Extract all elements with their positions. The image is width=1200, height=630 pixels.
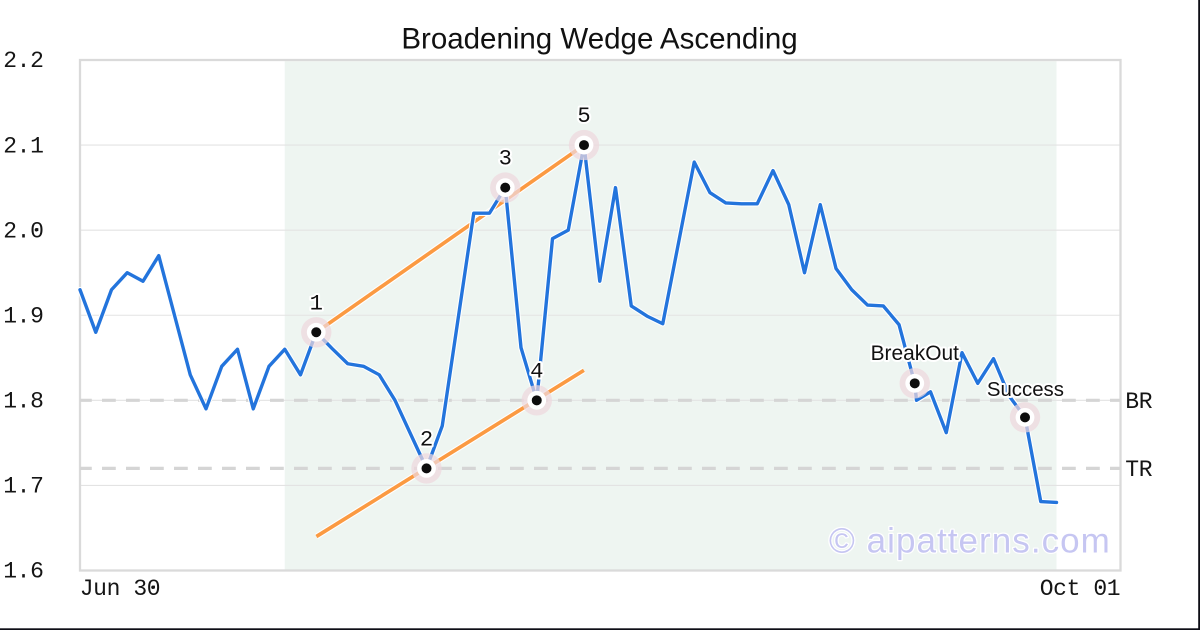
svg-text:© aipatterns.com: © aipatterns.com — [829, 522, 1111, 561]
svg-text:TR: TR — [1125, 457, 1152, 483]
svg-text:Broadening Wedge Ascending: Broadening Wedge Ascending — [401, 23, 797, 56]
svg-text:2.2: 2.2 — [3, 48, 43, 74]
svg-text:3: 3 — [499, 147, 512, 172]
svg-text:Oct 01: Oct 01 — [1040, 576, 1120, 602]
svg-text:1: 1 — [310, 291, 323, 316]
svg-text:BR: BR — [1125, 389, 1152, 415]
svg-text:Jun 30: Jun 30 — [80, 576, 160, 602]
svg-text:2.0: 2.0 — [3, 218, 43, 244]
svg-text:Success: Success — [987, 379, 1064, 401]
svg-text:4: 4 — [530, 359, 543, 384]
svg-text:5: 5 — [577, 104, 590, 129]
svg-text:1.7: 1.7 — [3, 474, 43, 500]
svg-text:BreakOut: BreakOut — [871, 342, 959, 365]
svg-text:1.9: 1.9 — [3, 303, 43, 329]
svg-text:1.6: 1.6 — [3, 559, 43, 585]
svg-text:2.1: 2.1 — [3, 133, 43, 159]
svg-text:1.8: 1.8 — [3, 389, 43, 415]
svg-text:2: 2 — [420, 427, 433, 452]
